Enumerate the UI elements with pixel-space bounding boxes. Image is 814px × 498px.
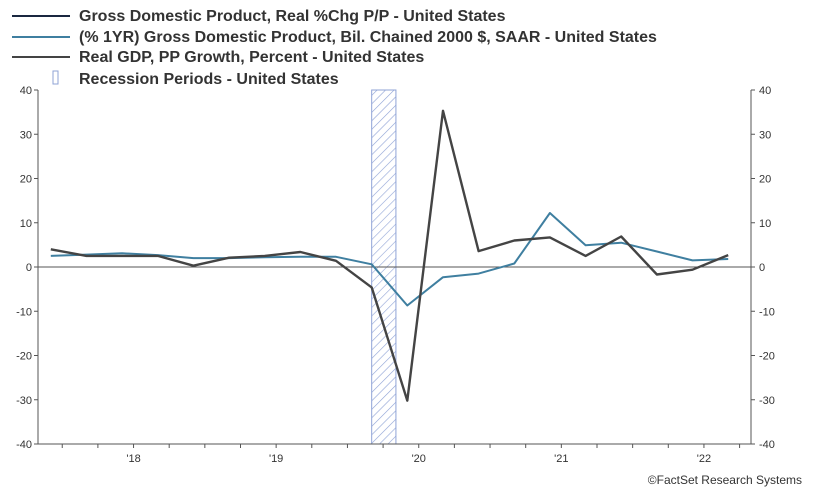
x-tick-label: '22 xyxy=(697,453,711,465)
legend: Gross Domestic Product, Real %Chg P/P - … xyxy=(12,8,657,88)
x-tick-label: '20 xyxy=(412,453,426,465)
y-tick-label-left: -20 xyxy=(16,351,32,363)
y-tick-label-right: 20 xyxy=(759,174,771,186)
y-tick-label-right: -20 xyxy=(759,351,775,363)
x-tick-label: '18 xyxy=(126,453,140,465)
legend-swatch-recession xyxy=(52,70,59,85)
y-tick-label-left: 30 xyxy=(20,129,32,141)
credit-text: ©FactSet Research Systems xyxy=(648,473,802,487)
legend-label-gdp-1yr: (% 1YR) Gross Domestic Product, Bil. Cha… xyxy=(79,29,657,46)
y-tick-label-left: 10 xyxy=(20,218,32,230)
x-tick-label: '19 xyxy=(269,453,283,465)
series-lines xyxy=(50,109,729,402)
y-ticks: 40 40 30 30 20 20 10 10 0 0 -10 -10 -20 -20 -30 -30 -40 -… xyxy=(16,85,775,451)
y-tick-label-right: 10 xyxy=(759,218,771,230)
y-tick-label-right: -40 xyxy=(759,439,775,451)
legend-label-gdp-real-chg: Gross Domestic Product, Real %Chg P/P - … xyxy=(79,8,506,25)
y-tick-label-right: 40 xyxy=(759,85,771,97)
y-tick-label-left: -10 xyxy=(16,306,32,318)
x-ticks: '18 '19 '20 '21 '22 xyxy=(61,444,741,465)
y-tick-label-left: 40 xyxy=(20,85,32,97)
legend-label-real-gdp-pp: Real GDP, PP Growth, Percent - United St… xyxy=(79,49,424,66)
x-tick-label: '21 xyxy=(554,453,568,465)
y-tick-label-left: 0 xyxy=(26,262,32,274)
y-tick-label-right: -30 xyxy=(759,395,775,407)
y-tick-label-left: -30 xyxy=(16,395,32,407)
plot-area: 40 40 30 30 20 20 10 10 0 0 -10 -10 -20 -20 -30 -30 -40 -… xyxy=(16,85,775,465)
y-tick-label-right: -10 xyxy=(759,306,775,318)
series-line-real-gdp-pp xyxy=(50,109,729,402)
legend-label-recession: Recession Periods - United States xyxy=(79,71,339,88)
y-tick-label-left: 20 xyxy=(20,174,32,186)
y-tick-label-left: -40 xyxy=(16,439,32,451)
y-tick-label-right: 30 xyxy=(759,129,771,141)
series-line-gdp-1yr xyxy=(50,212,729,307)
y-tick-label-right: 0 xyxy=(759,262,765,274)
